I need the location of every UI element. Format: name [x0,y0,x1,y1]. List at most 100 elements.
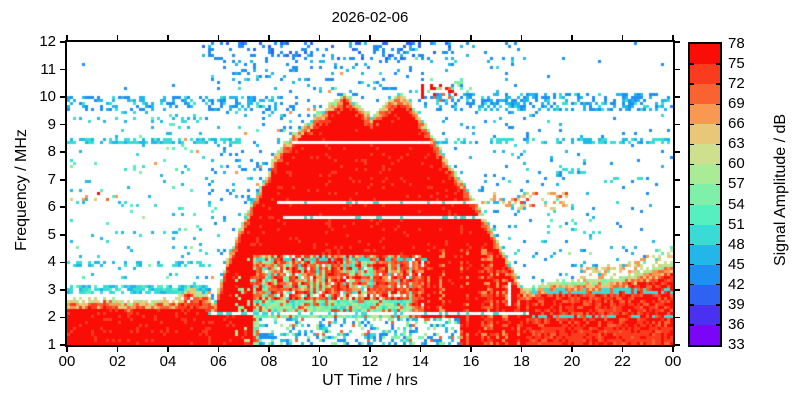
y-axis-tick [60,96,65,98]
y-axis-tick [675,41,680,43]
y-axis-tick [675,261,680,264]
y-axis-tick [675,289,680,291]
colorbar-tick [716,103,720,105]
y-axis-tick [60,68,65,71]
x-tick-label: 12 [361,353,379,370]
x-axis-tick [470,347,472,352]
x-axis-tick [318,347,321,352]
y-axis-tick [60,151,65,153]
colorbar-tick [690,223,694,226]
colorbar-tick [690,284,694,286]
x-axis-tick [167,347,169,352]
x-tick-label: 20 [563,353,581,370]
colorbar-label: Signal Amplitude / dB [772,113,789,267]
colorbar-segment [690,124,720,145]
y-axis-tick [60,289,65,291]
colorbar-tick-label: 72 [728,75,745,93]
colorbar-segment [690,284,720,305]
colorbar-tick-label: 63 [728,135,745,153]
y-tick-label: 11 [40,60,56,78]
colorbar-tick [690,324,694,326]
y-axis-tick [675,316,680,319]
x-tick-label: 00 [664,353,682,370]
colorbar-tick-label: 69 [728,95,745,113]
x-axis-tick [217,347,220,352]
x-axis-label: UT Time / hrs [322,372,418,389]
colorbar-tick [716,264,720,266]
colorbar-tick [716,123,720,125]
y-tick-label: 8 [47,143,56,161]
x-axis-tick [571,35,573,40]
colorbar-segment [690,244,720,265]
x-tick-label: 14 [412,353,429,370]
colorbar-tick [690,83,694,85]
x-axis-tick [268,347,270,352]
y-axis-tick [60,316,65,319]
colorbar-segment [690,224,720,245]
y-axis-tick [675,344,680,346]
colorbar-segment [690,264,720,285]
colorbar-tick [690,243,694,246]
colorbar-tick [690,143,694,146]
x-axis-tick [470,35,472,40]
colorbar-tick [716,223,720,226]
y-axis-tick [60,123,65,126]
colorbar-tick [690,304,694,306]
colorbar-tick [716,304,720,306]
y-tick-label: 1 [47,336,56,353]
y-axis-tick [675,96,680,98]
colorbar [688,42,722,347]
x-axis-tick [116,35,119,40]
y-tick-label: 5 [47,225,56,243]
y-axis-tick [60,41,65,43]
colorbar-tick-label: 48 [728,235,745,253]
colorbar-tick [716,83,720,85]
colorbar-tick [690,183,694,186]
x-tick-label: 06 [210,353,227,370]
y-axis-tick [60,206,65,209]
x-tick-label: 18 [513,353,530,370]
x-axis-tick [217,35,220,40]
colorbar-tick-label: 57 [728,175,745,193]
y-tick-label: 9 [47,115,56,133]
colorbar-segment [690,104,720,125]
y-axis-tick [60,234,65,236]
y-axis-tick [60,261,65,264]
colorbar-segment [690,64,720,85]
colorbar-segment [690,44,720,65]
x-axis-tick [621,347,624,352]
x-axis-tick [369,347,371,352]
colorbar-tick [716,163,720,166]
colorbar-tick-label: 36 [728,315,745,333]
x-axis-tick [116,347,119,352]
x-axis-tick [419,347,422,352]
colorbar-segment [690,144,720,165]
colorbar-tick [690,63,694,65]
x-axis-tick [167,35,169,40]
colorbar-segment [690,324,720,345]
colorbar-tick-label: 60 [728,155,745,173]
y-tick-label: 7 [47,170,56,188]
x-axis-tick [520,35,523,40]
colorbar-tick [690,103,694,105]
y-axis-tick [675,178,680,181]
colorbar-tick-label: 39 [728,295,745,313]
y-tick-label: 6 [47,198,56,216]
chart-title: 2026-02-06 [331,9,409,26]
colorbar-tick [716,143,720,146]
y-tick-label: 4 [47,253,56,271]
colorbar-segment [690,84,720,105]
x-axis-tick [318,35,321,40]
colorbar-tick [716,183,720,186]
x-tick-label: 10 [311,353,328,370]
y-tick-label: 2 [47,308,56,326]
colorbar-tick [690,264,694,266]
colorbar-segment [690,184,720,205]
colorbar-segment [690,164,720,185]
y-tick-label: 10 [39,88,56,106]
x-axis-tick [520,347,523,352]
x-tick-label: 08 [260,353,278,370]
colorbar-tick [690,123,694,125]
x-axis-tick [672,347,674,352]
